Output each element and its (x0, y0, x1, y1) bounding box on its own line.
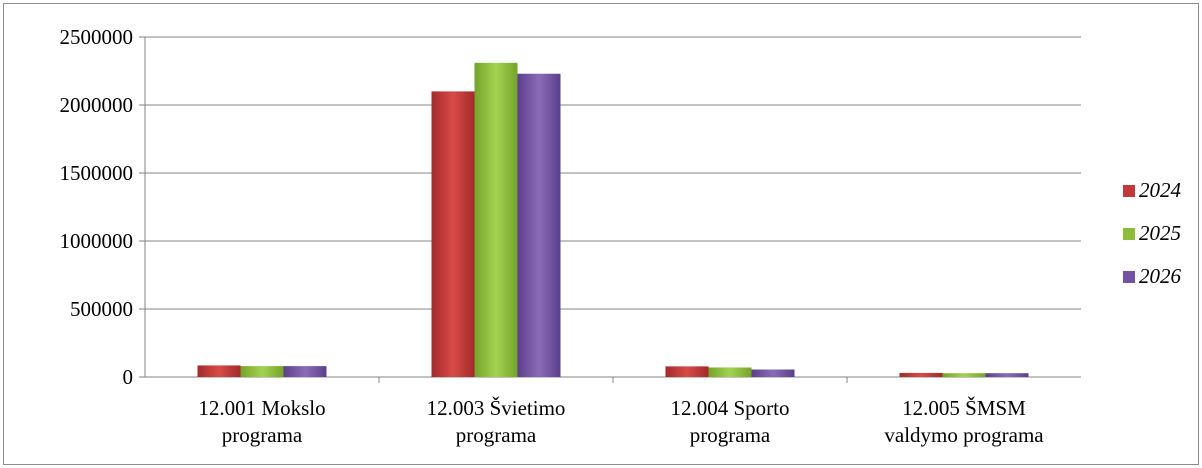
x-category-label: programa (456, 423, 537, 447)
bar-chart: 0 500000 1000000 1500000 2000000 2500000 12.0… (3, 3, 1199, 465)
legend-label-2024: 2024 (1139, 178, 1182, 202)
y-axis: 0 500000 1000000 1500000 2000000 2500000 (60, 25, 146, 389)
bar-2024-4 (899, 372, 943, 377)
x-category-label: programa (222, 423, 303, 447)
y-tick-label: 0 (123, 365, 134, 389)
bar-2024-3 (665, 366, 709, 377)
legend-label-2025: 2025 (1139, 221, 1181, 245)
chart-canvas: 0 500000 1000000 1500000 2000000 2500000 12.0… (60, 25, 1182, 447)
bar-2025-4 (942, 373, 986, 377)
legend-label-2026: 2026 (1139, 264, 1182, 288)
bar-2026-3 (751, 369, 795, 377)
bar-2026-1 (283, 366, 327, 377)
bar-2025-2 (474, 62, 518, 378)
bar-2026-2 (517, 73, 561, 377)
legend: 2024 2025 2026 (1123, 178, 1182, 288)
x-category-label: valdymo programa (884, 423, 1044, 447)
y-tick-label: 1000000 (60, 229, 134, 253)
y-tick-label: 2000000 (60, 93, 134, 117)
x-axis: 12.001 Mokslo programa 12.003 Švietimo prog… (198, 377, 1044, 447)
x-category-label: programa (690, 423, 771, 447)
y-tick-label: 500000 (70, 297, 133, 321)
y-tick-label: 2500000 (60, 25, 134, 49)
y-tick-label: 1500000 (60, 161, 134, 185)
x-category-label: 12.005 ŠMSM (902, 396, 1026, 420)
bar-2025-1 (240, 366, 284, 377)
bar-2025-3 (708, 367, 752, 377)
bar-2024-2 (431, 91, 475, 378)
bar-2024-1 (197, 365, 241, 377)
legend-swatch-2025 (1123, 228, 1135, 240)
x-category-label: 12.003 Švietimo (427, 396, 566, 420)
gridlines (139, 36, 1081, 378)
bar-2026-4 (985, 373, 1029, 377)
legend-swatch-2026 (1123, 271, 1135, 283)
x-category-label: 12.004 Sporto (670, 396, 789, 420)
bars (197, 62, 1029, 378)
legend-swatch-2024 (1123, 185, 1135, 197)
x-category-label: 12.001 Mokslo (198, 396, 325, 420)
